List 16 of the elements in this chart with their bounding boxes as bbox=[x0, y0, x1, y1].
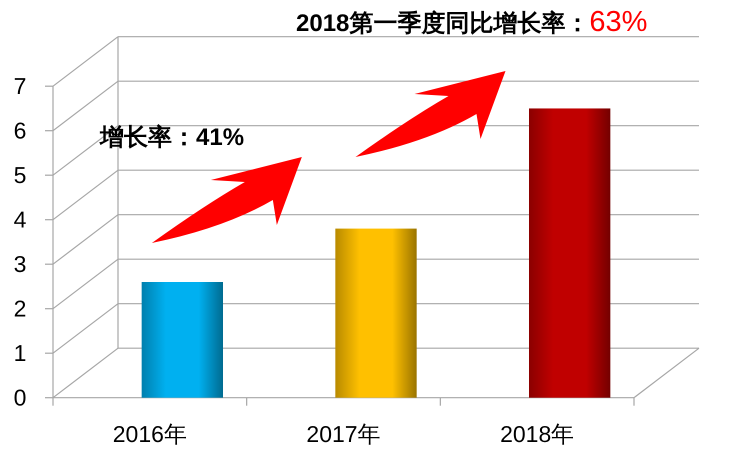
x-tick-label: 2017年 bbox=[306, 421, 381, 447]
x-tick-label: 2018年 bbox=[500, 421, 574, 447]
y-tick-label: 1 bbox=[14, 340, 26, 366]
bar bbox=[142, 282, 224, 398]
y-tick-label: 5 bbox=[14, 162, 26, 188]
bar bbox=[528, 108, 610, 398]
y-tick-label: 0 bbox=[14, 384, 26, 411]
y-tick-label: 7 bbox=[14, 73, 26, 100]
y-tick-label: 3 bbox=[14, 251, 26, 278]
y-tick-label: 6 bbox=[14, 118, 26, 144]
x-tick-label: 2016年 bbox=[112, 421, 187, 447]
y-tick-label: 2 bbox=[14, 296, 26, 322]
annotation: 增长率：41% bbox=[99, 124, 244, 151]
y-tick-label: 4 bbox=[14, 206, 27, 233]
chart-title: 2018第一季度同比增长率：63% bbox=[296, 6, 648, 38]
bar bbox=[335, 228, 417, 398]
